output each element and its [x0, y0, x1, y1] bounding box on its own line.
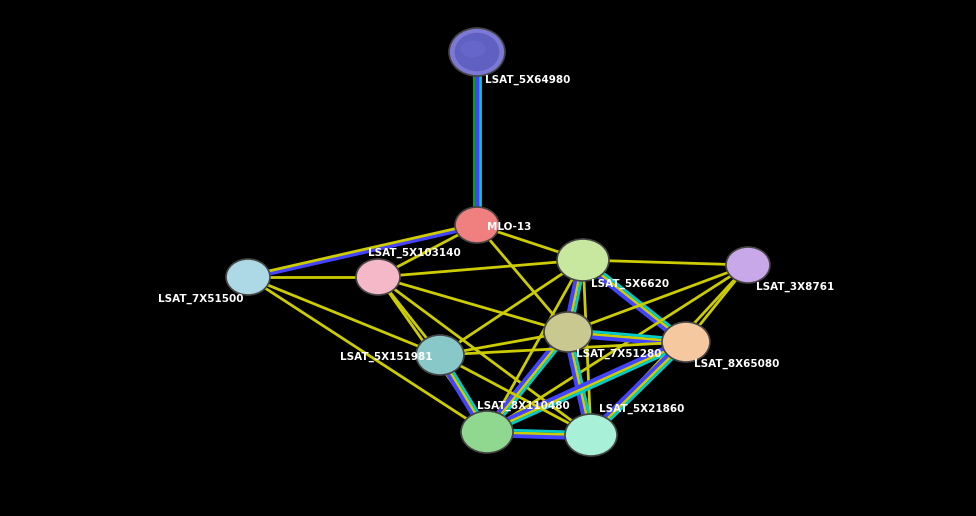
Ellipse shape: [461, 411, 513, 453]
Text: LSAT_5X103140: LSAT_5X103140: [368, 248, 461, 258]
Text: LSAT_8X65080: LSAT_8X65080: [694, 359, 780, 369]
Text: LSAT_7X51500: LSAT_7X51500: [158, 294, 243, 304]
Text: LSAT_5X6620: LSAT_5X6620: [591, 279, 670, 289]
Text: LSAT_5X151981: LSAT_5X151981: [340, 352, 432, 362]
Ellipse shape: [416, 335, 464, 375]
Text: LSAT_7X51280: LSAT_7X51280: [576, 349, 662, 359]
Text: LSAT_8X110480: LSAT_8X110480: [477, 401, 570, 411]
Ellipse shape: [557, 239, 609, 281]
Ellipse shape: [461, 41, 486, 57]
Ellipse shape: [449, 28, 505, 76]
Text: MLO-13: MLO-13: [487, 222, 531, 232]
Ellipse shape: [226, 259, 270, 295]
Ellipse shape: [662, 322, 710, 362]
Ellipse shape: [356, 259, 400, 295]
Text: LSAT_5X64980: LSAT_5X64980: [485, 75, 570, 85]
Ellipse shape: [455, 33, 500, 71]
Ellipse shape: [565, 414, 617, 456]
Text: LSAT_5X21860: LSAT_5X21860: [599, 404, 684, 414]
Ellipse shape: [544, 312, 592, 352]
Ellipse shape: [726, 247, 770, 283]
Text: LSAT_3X8761: LSAT_3X8761: [756, 282, 834, 292]
Ellipse shape: [455, 207, 499, 243]
